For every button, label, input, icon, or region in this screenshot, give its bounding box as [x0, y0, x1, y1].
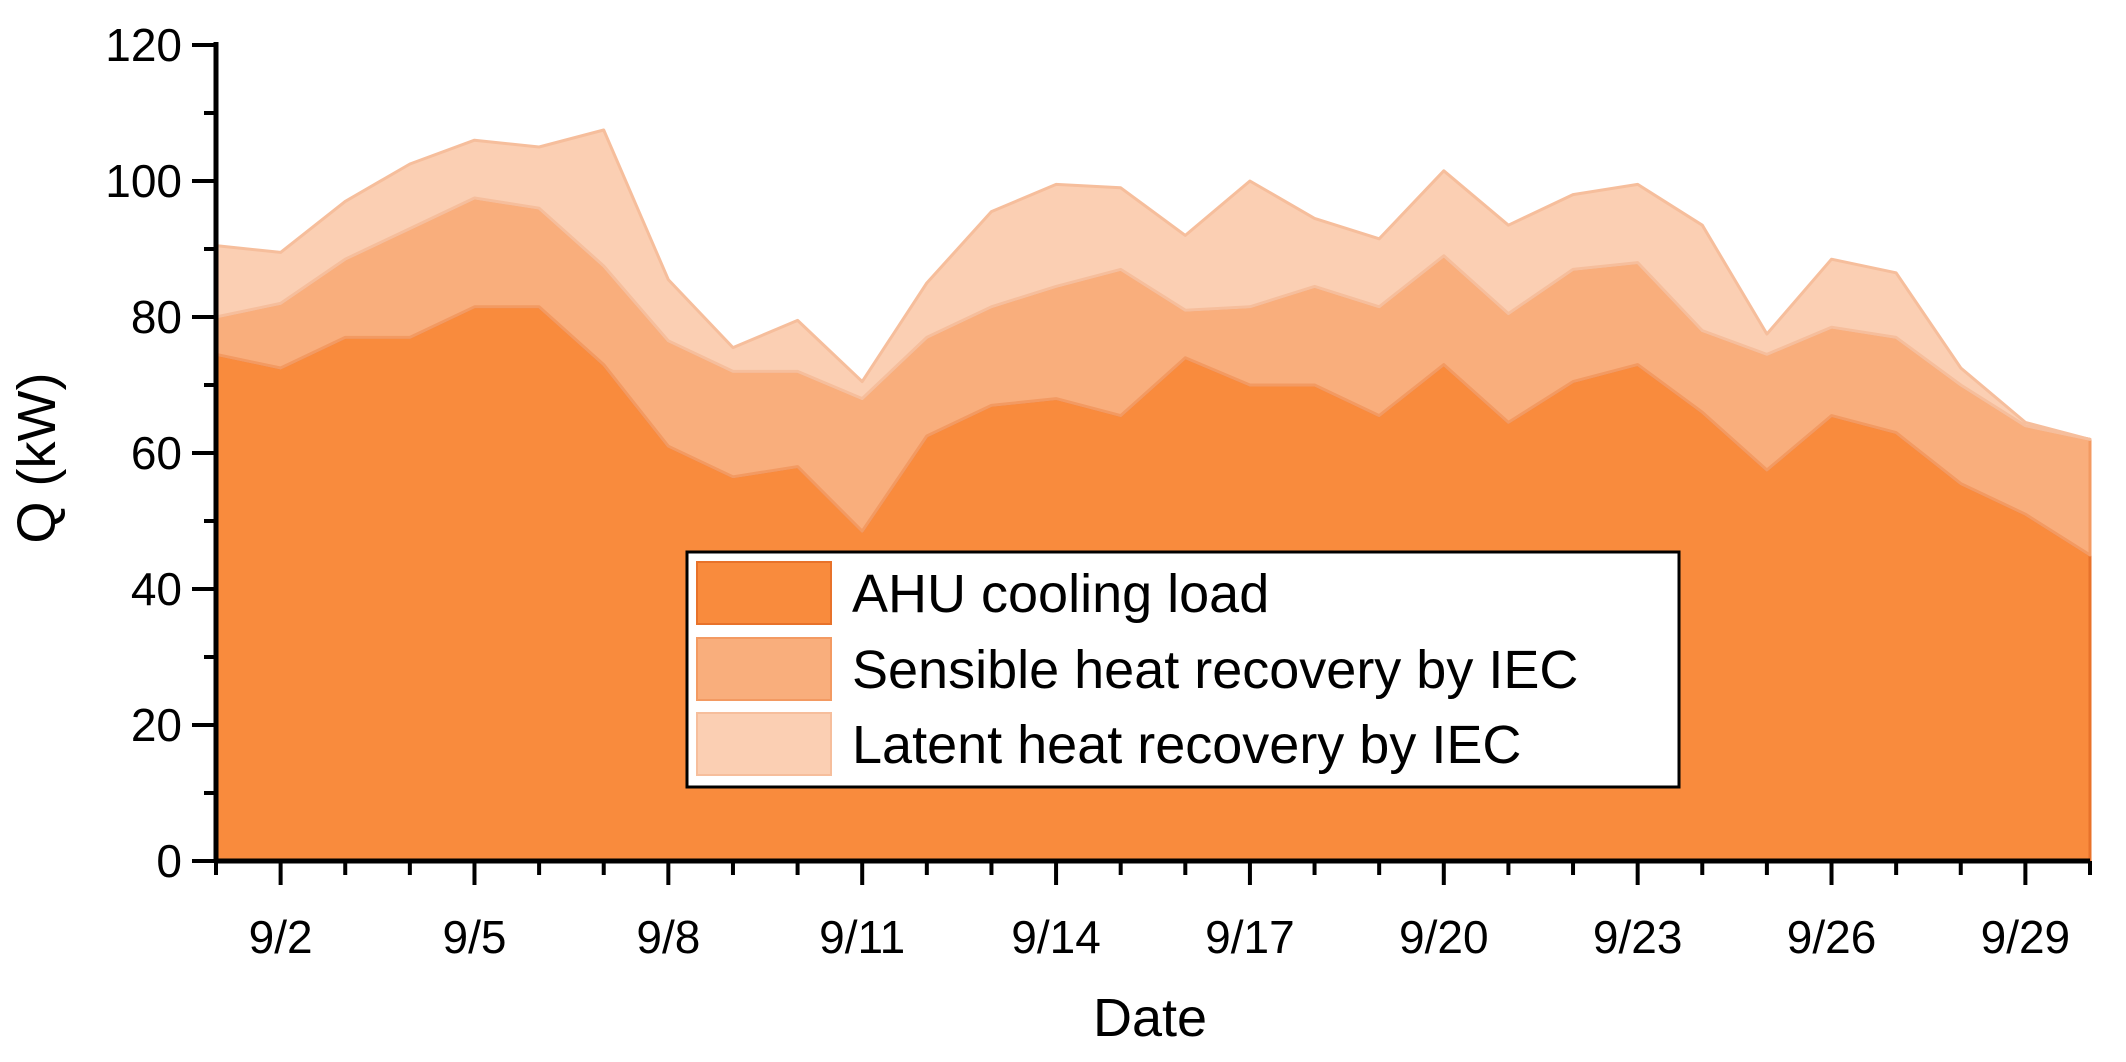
- x-tick-label: 9/29: [1981, 911, 2071, 963]
- x-tick-label: 9/23: [1593, 911, 1683, 963]
- x-axis-title: Date: [1093, 988, 1207, 1048]
- x-tick-label: 9/20: [1399, 911, 1489, 963]
- legend-swatch-ahu: [696, 561, 832, 625]
- y-tick-label: 100: [105, 155, 182, 207]
- x-tick-label: 9/14: [1011, 911, 1101, 963]
- x-tick-label: 9/8: [636, 911, 700, 963]
- legend-label-latent: Latent heat recovery by IEC: [852, 715, 1521, 775]
- y-tick-label: 20: [131, 699, 182, 751]
- x-tick-label: 9/11: [819, 911, 905, 963]
- y-tick-label: 0: [156, 835, 182, 887]
- legend-label-sensible: Sensible heat recovery by IEC: [852, 640, 1578, 700]
- legend-box: [685, 550, 1681, 789]
- y-tick-label: 80: [131, 291, 182, 343]
- area-series-3: [214, 128, 2092, 441]
- y-tick-label: 120: [105, 19, 182, 71]
- y-tick-label: 40: [131, 563, 182, 615]
- x-tick-label: 9/26: [1787, 911, 1877, 963]
- x-tick-label: 9/2: [249, 911, 313, 963]
- y-tick-label: 60: [131, 427, 182, 479]
- legend-swatch-sensible: [696, 637, 832, 701]
- legend: AHU cooling load Sensible heat recovery …: [685, 550, 1681, 789]
- y-axis-title: Q (kW): [7, 373, 67, 544]
- x-tick-label: 9/17: [1205, 911, 1295, 963]
- ticks: 0 20 40 60 80 100 120 9/2 9/5 9/8 9/11 9/14 9/17 9/20…: [105, 19, 2092, 963]
- legend-label-ahu: AHU cooling load: [852, 564, 1269, 624]
- legend-swatch-latent: [696, 712, 832, 776]
- x-tick-label: 9/5: [443, 911, 507, 963]
